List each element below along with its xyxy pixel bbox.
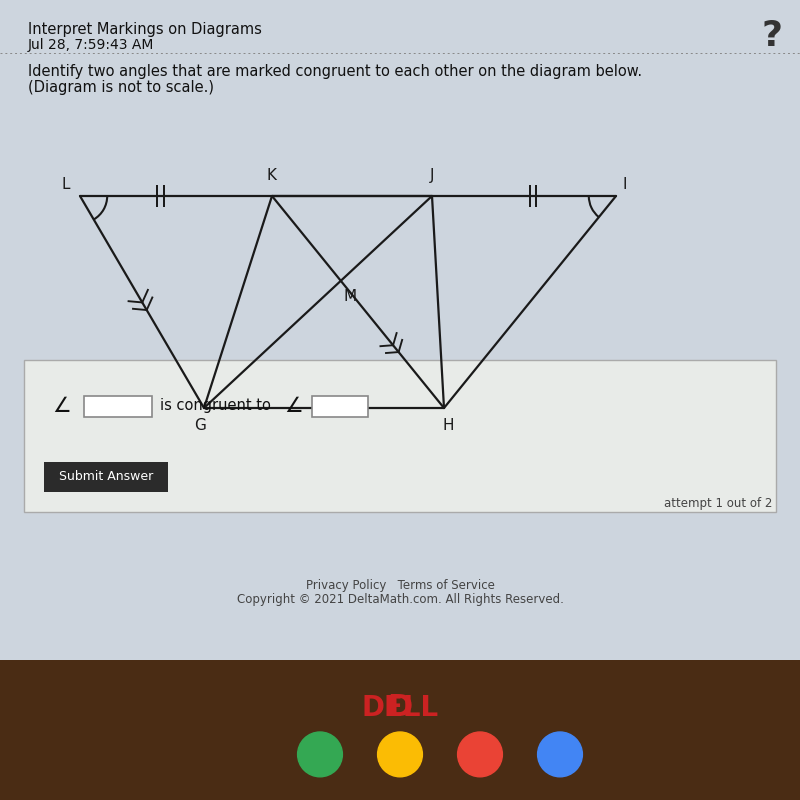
FancyBboxPatch shape bbox=[24, 360, 776, 512]
Text: ∠: ∠ bbox=[284, 396, 302, 416]
Text: M: M bbox=[343, 289, 356, 304]
Text: G: G bbox=[194, 418, 206, 434]
Text: Jul 28, 7:59:43 AM: Jul 28, 7:59:43 AM bbox=[28, 38, 154, 51]
Text: J: J bbox=[430, 168, 434, 183]
Text: ?: ? bbox=[762, 19, 782, 53]
Text: ∠: ∠ bbox=[52, 396, 70, 416]
Text: H: H bbox=[442, 418, 454, 434]
Circle shape bbox=[458, 732, 502, 777]
Text: Identify two angles that are marked congruent to each other on the diagram below: Identify two angles that are marked cong… bbox=[28, 64, 642, 79]
Circle shape bbox=[538, 732, 582, 777]
Text: is congruent to: is congruent to bbox=[160, 398, 271, 413]
Circle shape bbox=[298, 732, 342, 777]
Circle shape bbox=[378, 732, 422, 777]
Text: L: L bbox=[62, 177, 70, 192]
FancyBboxPatch shape bbox=[0, 660, 800, 800]
FancyBboxPatch shape bbox=[44, 462, 168, 492]
Text: D: D bbox=[387, 694, 413, 722]
Text: Submit Answer: Submit Answer bbox=[59, 470, 154, 483]
FancyBboxPatch shape bbox=[312, 396, 368, 417]
Text: Copyright © 2021 DeltaMath.com. All Rights Reserved.: Copyright © 2021 DeltaMath.com. All Righ… bbox=[237, 594, 563, 606]
Text: Interpret Markings on Diagrams: Interpret Markings on Diagrams bbox=[28, 22, 262, 38]
Text: (Diagram is not to scale.): (Diagram is not to scale.) bbox=[28, 80, 214, 95]
Text: attempt 1 out of 2: attempt 1 out of 2 bbox=[664, 498, 772, 510]
Text: I: I bbox=[622, 177, 627, 192]
Text: Privacy Policy   Terms of Service: Privacy Policy Terms of Service bbox=[306, 579, 494, 592]
Text: K: K bbox=[267, 168, 277, 183]
FancyBboxPatch shape bbox=[84, 396, 152, 417]
Text: DELL: DELL bbox=[362, 694, 438, 722]
